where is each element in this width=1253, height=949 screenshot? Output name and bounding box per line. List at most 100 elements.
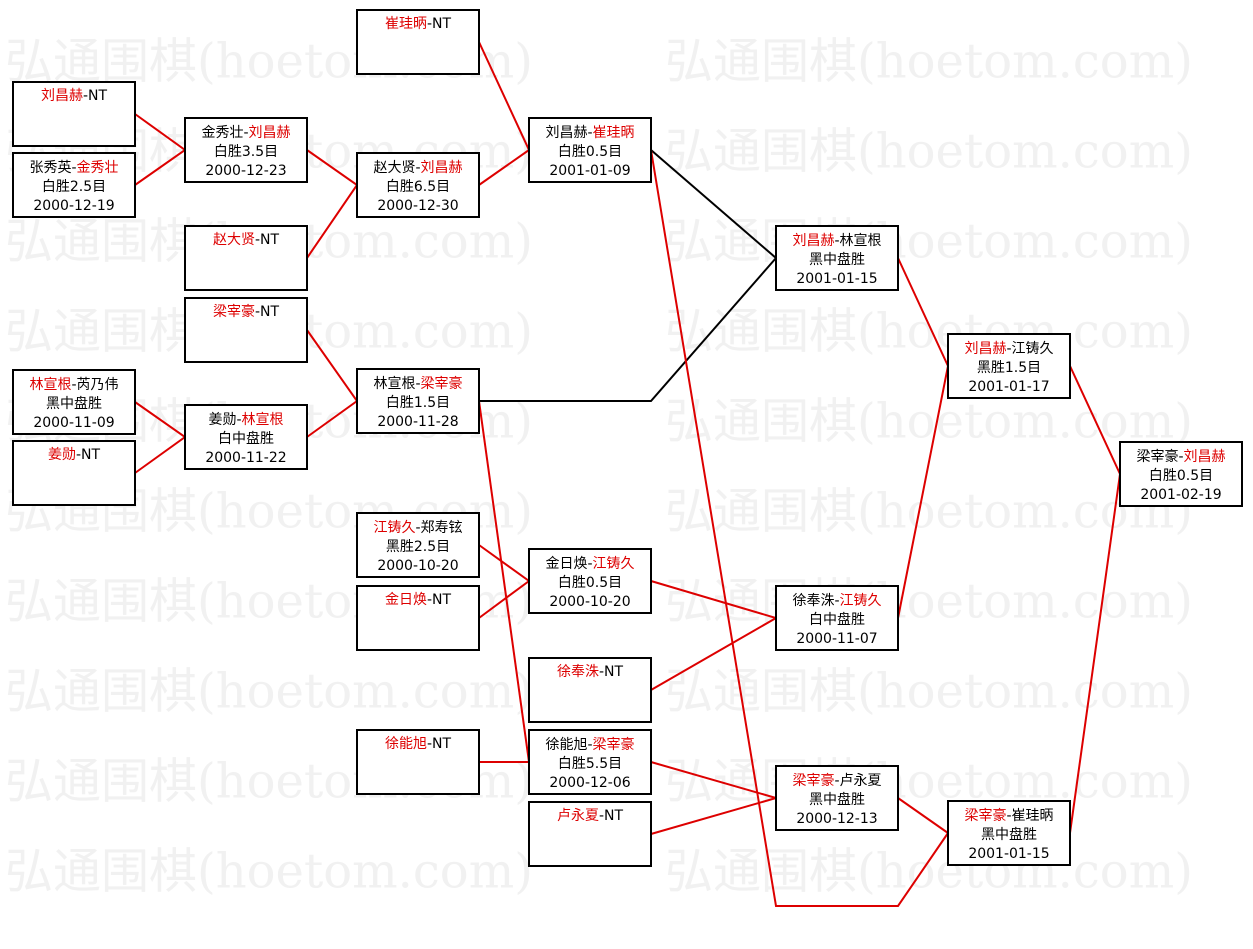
player-name: NT [432,592,451,608]
watermark: 弘通围棋(hoetom.com) [665,844,1193,900]
connector [478,400,530,763]
player-name: 林宣根 [373,376,415,392]
player-name: 刘昌赫 [1184,449,1226,465]
connector [479,257,777,402]
match-date: 2000-12-23 [205,163,286,179]
player-name: 江铸久 [1012,341,1054,357]
match-players: 徐能旭-NT [385,736,452,752]
node-box [356,152,480,218]
watermark: 弘通围棋(hoetom.com) [665,664,1193,720]
separator: - [599,664,604,680]
match-players: 金日焕-江铸久 [545,555,634,572]
match-result: 白胜6.5目 [386,179,450,195]
player-name: 梁宰豪 [421,376,463,392]
separator: - [415,376,420,392]
watermark: 弘通围棋(hoetom.com) [665,304,1193,360]
node-box [356,729,480,795]
separator: - [71,377,76,393]
node-box [775,585,899,651]
separator: - [71,160,76,176]
player-name: 姜勋 [48,447,76,463]
player-name: 卢永夏 [840,773,882,789]
match-date: 2001-01-15 [796,271,877,287]
match-players: 崔珪昞-NT [385,16,452,32]
separator: - [587,556,592,572]
node-box [356,585,480,651]
match-result: 黑胜1.5目 [977,360,1041,376]
node-box [775,765,899,831]
separator: - [1006,808,1011,824]
match-players: 徐奉洙-江铸久 [792,593,881,609]
node-box [356,9,480,75]
node-box [12,152,136,218]
player-name: 徐奉洙 [557,664,599,680]
node-box [12,369,136,435]
node-box [528,729,652,795]
separator: - [255,232,260,248]
separator: - [834,593,839,609]
match-date: 2001-01-09 [549,163,630,179]
node-box [947,333,1071,399]
separator: - [76,447,81,463]
player-name: 郑寿铉 [421,519,463,536]
player-name: NT [260,304,279,320]
player-name: 徐能旭 [545,737,587,753]
match-players: 赵大贤-刘昌赫 [373,160,462,176]
player-name: 金日焕 [385,591,427,608]
match-date: 2000-12-30 [377,198,458,214]
player-name: 徐奉洙 [792,593,834,609]
player-name: 刘昌赫 [792,233,834,249]
player-name: NT [432,736,451,752]
player-name: 江铸久 [840,593,882,609]
match-date: 2001-01-15 [968,846,1049,862]
player-name: 刘昌赫 [41,88,83,104]
match-players: 赵大贤-NT [213,232,280,248]
match-date: 2001-02-19 [1140,487,1221,503]
player-name: 梁宰豪 [593,737,635,753]
watermark: 弘通围棋(hoetom.com) [5,664,533,720]
match-players: 徐奉洙-NT [557,664,624,680]
player-name: 刘昌赫 [545,125,587,141]
player-name: NT [604,808,623,824]
node-box [947,800,1071,866]
node-box [184,404,308,470]
match-result: 白胜1.5目 [386,395,450,411]
player-name: NT [432,16,451,32]
watermark: 弘通围棋(hoetom.com) [665,394,1193,450]
match-players: 江铸久-郑寿铉 [373,519,462,536]
node-box [356,368,480,434]
player-name: NT [81,447,100,463]
connector [650,149,949,907]
match-result: 黑胜2.5目 [386,539,450,555]
player-name: 徐能旭 [385,736,427,752]
node-box [184,297,308,363]
player-name: 江铸久 [593,556,635,572]
match-players: 刘昌赫-林宣根 [792,233,881,249]
separator: - [83,88,88,104]
connector [650,149,777,259]
match-result: 白胜0.5目 [1149,468,1213,484]
match-players: 刘昌赫-NT [41,88,108,104]
separator: - [1006,341,1011,357]
match-date: 2000-11-07 [796,631,877,647]
player-name: 金秀壮 [201,125,243,141]
match-players: 徐能旭-梁宰豪 [545,737,634,753]
match-result: 白胜0.5目 [558,575,622,591]
match-result: 黑中盘胜 [46,395,102,412]
match-players: 梁宰豪-刘昌赫 [1136,449,1225,465]
watermark: 弘通围棋(hoetom.com) [665,34,1193,90]
separator: - [236,412,241,428]
match-players: 刘昌赫-崔珪昞 [545,125,634,141]
separator: - [415,520,420,536]
separator: - [243,125,248,141]
match-players: 姜勋-NT [48,447,101,463]
match-date: 2001-01-17 [968,379,1049,395]
player-name: 林宣根 [840,233,882,249]
watermark: 弘通围棋(hoetom.com) [665,484,1193,540]
player-name: NT [604,664,623,680]
node-box [184,117,308,183]
node-box [528,117,652,183]
separator: - [1178,449,1183,465]
watermark: 弘通围棋(hoetom.com) [665,214,1193,270]
